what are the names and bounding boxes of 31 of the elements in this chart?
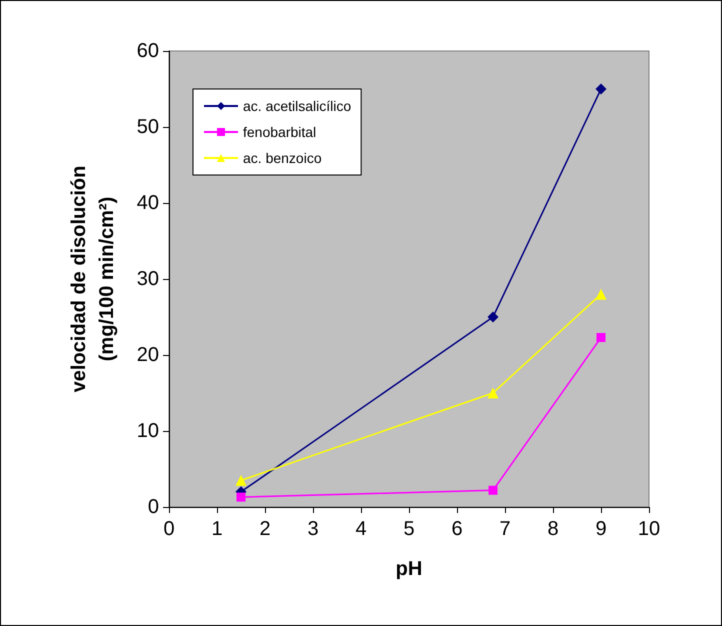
- y-tick-label: 10: [136, 420, 159, 442]
- y-axis-title: velocidad de disolución (mg/100 min/cm²): [68, 166, 118, 392]
- legend-label: fenobarbital: [243, 124, 316, 140]
- y-tick-label: 50: [136, 116, 159, 138]
- x-tick-label: 2: [259, 518, 271, 540]
- point: [236, 474, 246, 486]
- point: [236, 492, 246, 502]
- x-axis-title: pH: [396, 558, 422, 580]
- y-tick-label: 20: [136, 344, 159, 366]
- x-tick-label: 10: [638, 518, 660, 540]
- x-tick-label: 0: [163, 518, 175, 540]
- x-tick-label: 3: [307, 518, 319, 540]
- point: [596, 333, 606, 342]
- x-tick-label: 5: [403, 518, 415, 540]
- x-tick-label: 1: [211, 518, 223, 540]
- y-tick-label: 30: [136, 268, 159, 290]
- x-tick-label: 4: [355, 518, 367, 540]
- point: [596, 84, 606, 94]
- y-tick-label: 60: [136, 40, 159, 62]
- x-tick-label: 7: [499, 518, 511, 540]
- point: [596, 288, 606, 300]
- x-tick-label: 9: [595, 518, 607, 540]
- legend-label: ac. acetilsalicílico: [243, 98, 352, 114]
- point: [488, 312, 498, 322]
- y-tick-label: 40: [136, 192, 159, 214]
- point: [488, 486, 498, 495]
- x-tick-label: 8: [547, 518, 559, 540]
- y-tick-label: 0: [148, 496, 159, 518]
- x-tick-label: 6: [451, 518, 463, 540]
- legend-label: ac. benzoico: [243, 150, 322, 166]
- point: [488, 388, 498, 398]
